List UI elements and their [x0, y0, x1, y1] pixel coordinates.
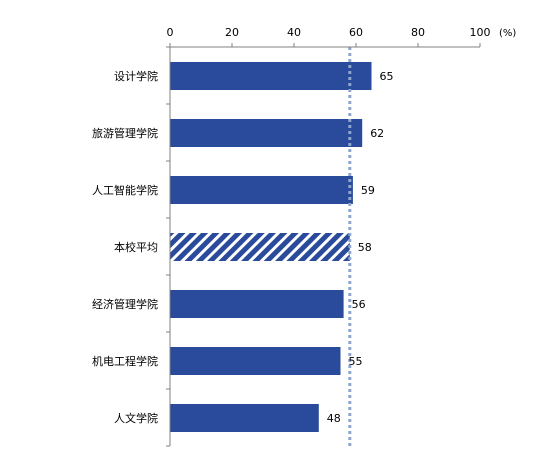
- category-label: 人文学院: [114, 411, 158, 425]
- bar: [170, 62, 372, 90]
- bar: [170, 290, 344, 318]
- data-label: 55: [349, 355, 363, 368]
- bar: [170, 119, 363, 147]
- data-label: 65: [380, 70, 394, 83]
- data-label: 62: [370, 127, 384, 140]
- category-label: 经济管理学院: [92, 297, 158, 311]
- x-tick-label: 20: [225, 26, 239, 39]
- bar: [170, 404, 319, 432]
- bar-average: [170, 233, 350, 261]
- x-tick-label: 0: [167, 26, 174, 39]
- category-label: 旅游管理学院: [92, 126, 158, 140]
- data-label: 48: [327, 412, 341, 425]
- category-label: 人工智能学院: [92, 183, 158, 197]
- category-label: 机电工程学院: [92, 354, 158, 368]
- x-tick-label: 60: [349, 26, 363, 39]
- x-tick-label: 100: [470, 26, 491, 39]
- x-tick-label: 40: [287, 26, 301, 39]
- category-label: 设计学院: [114, 69, 158, 83]
- data-label: 58: [358, 241, 372, 254]
- category-label: 本校平均: [114, 240, 158, 254]
- bar: [170, 176, 353, 204]
- data-label: 56: [352, 298, 366, 311]
- bar: [170, 347, 341, 375]
- x-unit-label: (%): [499, 28, 516, 39]
- data-label: 59: [361, 184, 375, 197]
- x-tick-label: 80: [411, 26, 425, 39]
